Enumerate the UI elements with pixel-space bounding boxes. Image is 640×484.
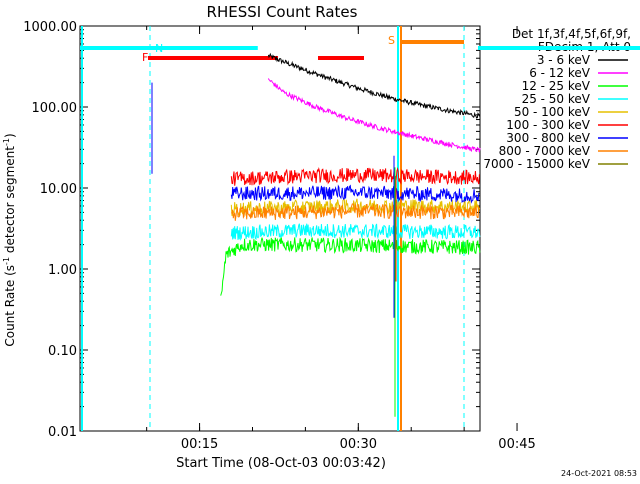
flag-label-s: S bbox=[388, 34, 395, 47]
y-axis-label-sup1: -1 bbox=[2, 257, 11, 265]
legend-header-line-1: Det 1f,3f,4f,5f,6f,9f, bbox=[512, 27, 631, 41]
x-tick-label: 00:15 bbox=[181, 437, 218, 452]
y-tick-label: 1.00 bbox=[48, 263, 77, 278]
series-line bbox=[267, 78, 481, 153]
plot-area: 0.01 0.10 1.00 10.00 100.00 1000.00 00:15 00:30… bbox=[23, 20, 640, 452]
series-line bbox=[230, 184, 480, 204]
chart-title: RHESSI Count Rates bbox=[207, 3, 358, 21]
y-tick-label: 0.01 bbox=[48, 425, 77, 440]
plot-frame bbox=[79, 25, 481, 432]
y-tick-label: 0.10 bbox=[48, 344, 77, 359]
footer-timestamp: 24-Oct-2021 08:53 bbox=[561, 469, 637, 478]
legend-label: 12 - 25 keV bbox=[522, 79, 591, 93]
legend-label: 800 - 7000 keV bbox=[499, 144, 591, 158]
legend-label: 25 - 50 keV bbox=[522, 92, 591, 106]
series-line bbox=[220, 236, 481, 296]
legend-label: 3 - 6 keV bbox=[537, 53, 591, 67]
flag-label-n: N bbox=[155, 42, 163, 55]
flag-label-f: F bbox=[142, 51, 148, 64]
legend-label: 6 - 12 keV bbox=[529, 66, 591, 80]
y-axis-label-base: Count Rate (s bbox=[3, 265, 17, 347]
legend-label: 300 - 800 keV bbox=[506, 131, 590, 145]
y-axis-label-end: ) bbox=[3, 133, 17, 138]
y-tick-label: 10.00 bbox=[40, 182, 77, 197]
y-axis-label-sup2: -1 bbox=[2, 138, 11, 146]
series-line bbox=[230, 167, 480, 186]
x-tick-label: 00:30 bbox=[340, 437, 377, 452]
x-axis-label: Start Time (08-Oct-03 00:03:42) bbox=[176, 456, 386, 471]
series-line bbox=[231, 203, 480, 221]
legend-label: 100 - 300 keV bbox=[506, 118, 590, 132]
legend-label: 50 - 100 keV bbox=[514, 105, 591, 119]
x-tick-label: 00:45 bbox=[498, 437, 535, 452]
series-line bbox=[230, 223, 481, 241]
y-tick-label: 1000.00 bbox=[23, 20, 77, 35]
y-tick-label: 100.00 bbox=[32, 101, 78, 116]
y-axis-label: Count Rate (s-1 detector segment-1) bbox=[2, 133, 17, 346]
series-line bbox=[267, 52, 481, 119]
legend-label: 7000 - 15000 keV bbox=[483, 157, 590, 171]
y-axis-label-mid: detector segment bbox=[3, 146, 17, 257]
